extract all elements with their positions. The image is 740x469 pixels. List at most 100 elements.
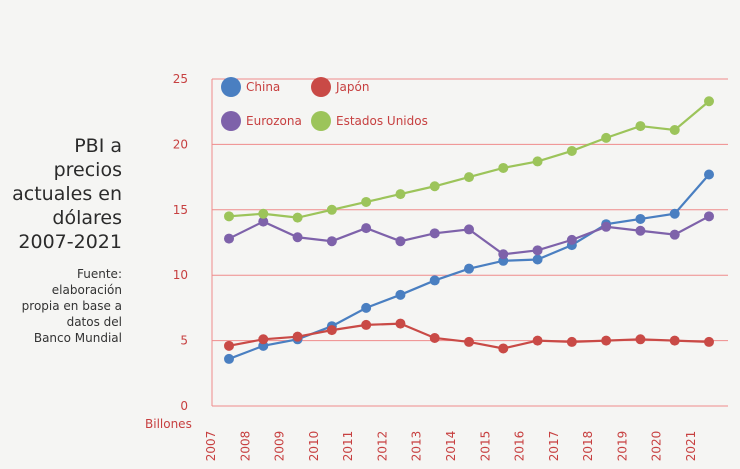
- data-point: [326, 204, 337, 215]
- data-point: [224, 211, 234, 222]
- chart-title: PBI a precios actuales en dólares 2007-2…: [0, 134, 122, 254]
- data-point: [532, 156, 543, 167]
- source-line: datos del: [66, 315, 122, 329]
- data-point: [464, 172, 474, 183]
- data-point: [704, 211, 714, 222]
- data-point: [464, 336, 474, 347]
- y-tick-label: 20: [173, 137, 188, 151]
- data-point: [258, 208, 269, 219]
- data-point: [635, 225, 646, 236]
- title-line: PBI a precios: [53, 135, 122, 181]
- data-point: [326, 236, 337, 247]
- data-point: [464, 263, 474, 274]
- legend-marker: [311, 77, 331, 97]
- data-point: [224, 340, 234, 351]
- y-unit-label: Billones: [145, 417, 192, 431]
- legend-label: Japón: [335, 80, 369, 94]
- y-tick-label: 15: [173, 203, 188, 217]
- data-point: [224, 233, 234, 244]
- data-point: [361, 319, 372, 330]
- data-point: [498, 343, 509, 354]
- data-point: [361, 223, 372, 234]
- data-point: [258, 334, 269, 345]
- legend-marker: [311, 111, 331, 131]
- source-line: propia en base a: [21, 299, 122, 313]
- data-point: [566, 336, 577, 347]
- data-point: [429, 275, 440, 286]
- title-line: 2007-2021: [18, 231, 122, 253]
- x-tick-label: 2017: [547, 431, 561, 462]
- legend-marker: [221, 77, 241, 97]
- data-point: [395, 189, 406, 200]
- x-tick-label: 2021: [684, 431, 698, 462]
- data-point: [704, 169, 714, 180]
- x-tick-label: 2014: [444, 431, 458, 462]
- data-point: [326, 325, 337, 336]
- y-tick-label: 10: [173, 268, 188, 282]
- legend-label: Estados Unidos: [336, 114, 428, 128]
- data-point: [566, 145, 577, 156]
- data-point: [532, 335, 543, 346]
- data-point: [498, 162, 509, 173]
- data-point: [669, 125, 680, 136]
- legend-label: China: [246, 80, 280, 94]
- x-tick-label: 2008: [238, 431, 252, 462]
- data-point: [669, 208, 680, 219]
- data-point: [669, 335, 680, 346]
- y-tick-label: 5: [180, 334, 188, 348]
- series-layer: [224, 96, 714, 364]
- data-point: [704, 336, 714, 347]
- x-tick-label: 2015: [478, 431, 492, 462]
- title-line: dólares: [52, 207, 122, 229]
- data-point: [395, 236, 406, 247]
- data-point: [704, 96, 714, 107]
- data-point: [635, 121, 646, 132]
- x-tick-label: 2009: [273, 431, 287, 462]
- data-point: [635, 334, 646, 345]
- data-point: [395, 318, 406, 329]
- legend: China Japón Eurozona Estados Unidos: [221, 77, 428, 131]
- title-line: actuales en: [12, 183, 122, 205]
- data-point: [566, 234, 577, 245]
- data-point: [395, 289, 406, 300]
- data-point: [224, 353, 234, 364]
- data-point: [532, 254, 543, 265]
- x-tick-label: 2020: [650, 431, 664, 462]
- x-tick-label: 2012: [375, 431, 389, 462]
- data-point: [361, 196, 372, 207]
- data-point: [464, 224, 474, 235]
- y-tick-label: 0: [180, 399, 188, 413]
- data-point: [429, 181, 440, 192]
- data-point: [258, 216, 269, 227]
- source-line: elaboración: [51, 283, 122, 297]
- x-tick-label: 2018: [581, 431, 595, 462]
- x-tick-label: 2007: [204, 431, 218, 462]
- data-point: [601, 132, 612, 143]
- axes: 0 5 10 15 20 25 2007 2008 2009 2010 2011 2012 2013 20…: [145, 72, 698, 461]
- data-point: [292, 212, 303, 223]
- data-point: [429, 332, 440, 343]
- data-point: [601, 221, 612, 232]
- data-point: [361, 302, 372, 313]
- data-point: [292, 331, 303, 342]
- legend-marker: [221, 111, 241, 131]
- x-tick-label: 2019: [615, 431, 629, 462]
- data-point: [532, 245, 543, 256]
- data-point: [601, 335, 612, 346]
- data-point: [498, 249, 509, 260]
- legend-label: Eurozona: [246, 114, 302, 128]
- x-tick-label: 2010: [307, 431, 321, 462]
- title-block: PBI a precios actuales en dólares 2007-2…: [0, 134, 122, 346]
- data-point: [635, 213, 646, 224]
- data-point: [292, 232, 303, 243]
- data-point: [669, 229, 680, 240]
- y-tick-label: 25: [173, 72, 188, 86]
- x-tick-label: 2016: [513, 431, 527, 462]
- x-tick-label: 2013: [410, 431, 424, 462]
- data-point: [429, 228, 440, 239]
- source-line: Fuente:: [77, 267, 122, 281]
- source-line: Banco Mundial: [33, 331, 122, 345]
- x-tick-label: 2011: [341, 431, 355, 462]
- source-note: Fuente: elaboración propia en base a dat…: [0, 266, 122, 346]
